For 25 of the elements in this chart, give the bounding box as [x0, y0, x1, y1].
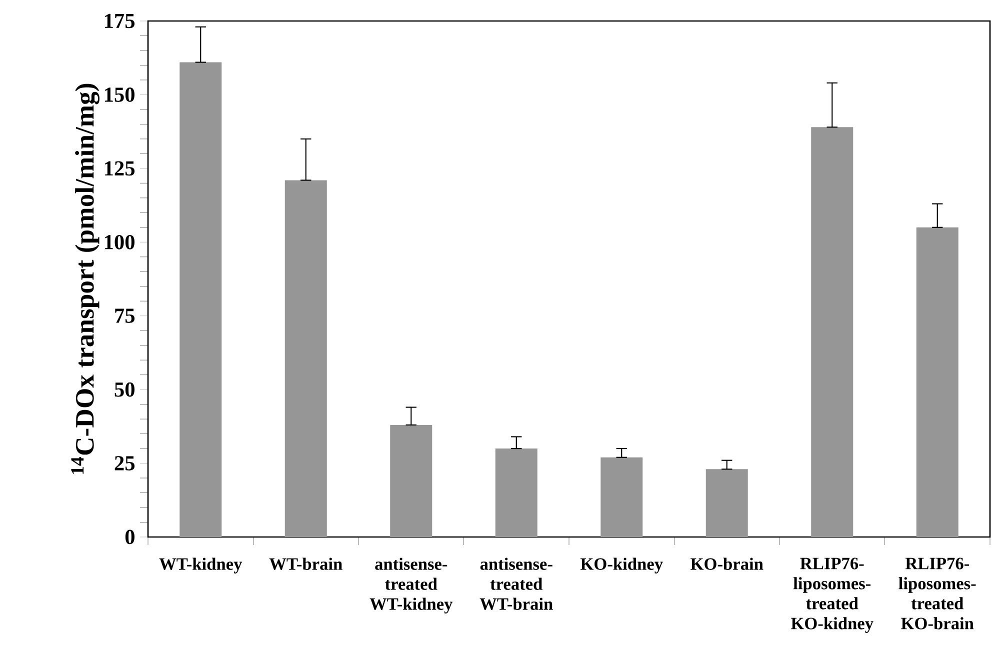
- x-tick-label: RLIP76-liposomes-treated KO-kidney: [790, 558, 874, 633]
- y-tick-label: 50: [114, 382, 134, 397]
- bar: [180, 62, 222, 537]
- x-tick-label: KO-kidney: [580, 558, 663, 574]
- bar: [390, 424, 432, 537]
- x-tick-label: antisense-treated WT-brain: [480, 558, 553, 610]
- bar: [495, 448, 538, 537]
- x-tick-label: WT-brain: [269, 558, 342, 570]
- x-tick-label: WT-kidney: [159, 558, 242, 574]
- bar: [916, 227, 958, 537]
- y-tick-label: 25: [114, 456, 135, 470]
- y-tick-label: 100: [105, 234, 134, 250]
- y-tick-label: 125: [105, 161, 135, 176]
- y-axis-title: $^{14}$C-DOx transport (pmol/min/mg): [71, 84, 100, 474]
- x-tick-label: RLIP76-liposomes-treated KO-brain: [898, 558, 976, 630]
- y-tick-label: 150: [105, 88, 134, 102]
- x-tick-label: antisense-treated WT-kidney: [370, 558, 453, 614]
- y-tick-label: 0: [125, 530, 134, 544]
- bar: [600, 457, 643, 537]
- bar: [811, 127, 854, 537]
- bar: [284, 180, 327, 537]
- y-tick-label: 175: [105, 14, 135, 28]
- y-tick-label: 75: [115, 308, 135, 323]
- x-tick-label: KO-brain: [690, 558, 764, 570]
- bar: [706, 469, 748, 537]
